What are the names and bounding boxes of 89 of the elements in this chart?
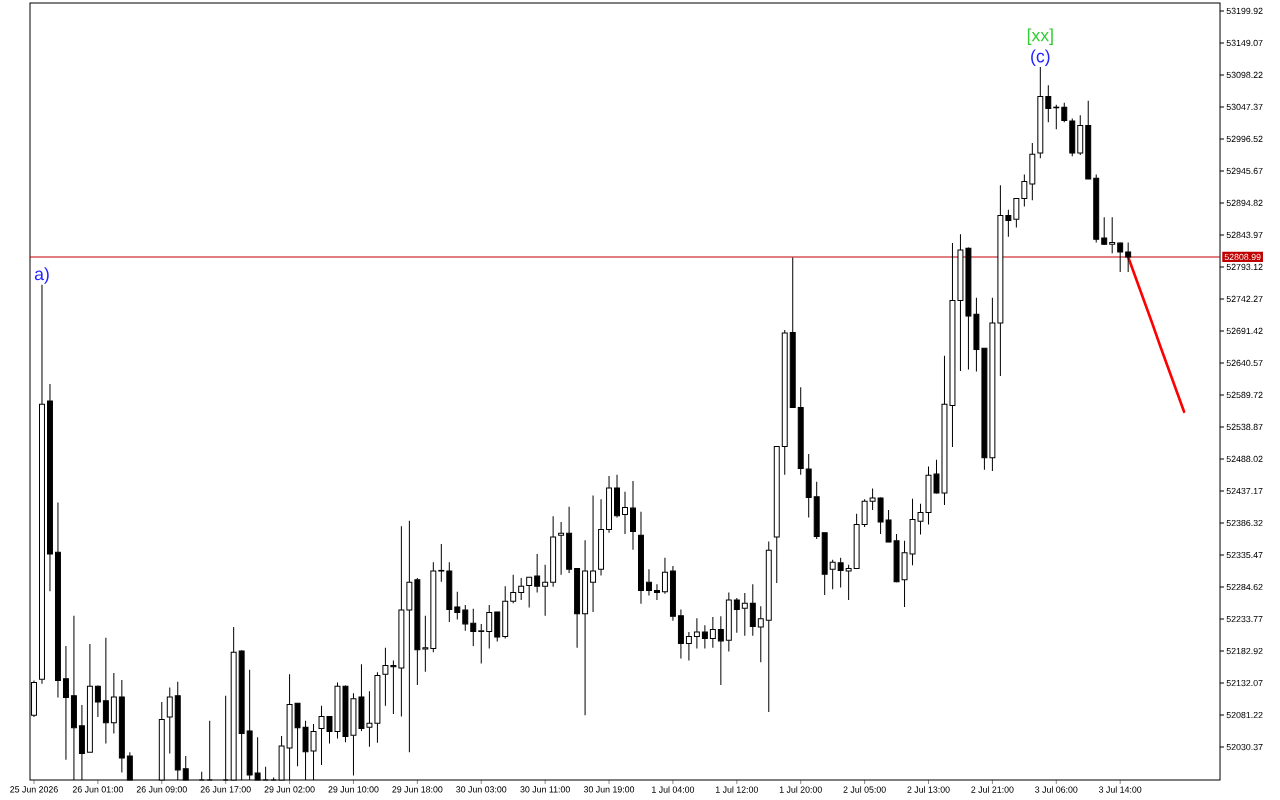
candlestick <box>701 624 708 649</box>
candlestick <box>622 491 628 535</box>
y-tick-label: 52793.12 <box>1226 263 1263 271</box>
candlestick <box>1029 142 1036 201</box>
candlestick <box>677 608 684 660</box>
candlestick <box>550 515 557 588</box>
y-tick-label: 52640.57 <box>1226 359 1263 367</box>
y-tick-label: 52132.07 <box>1226 679 1263 687</box>
candlestick <box>470 608 477 647</box>
x-tick-label: 26 Jun 17:00 <box>200 786 251 793</box>
y-tick-label: 52182.92 <box>1226 647 1263 655</box>
candlestick <box>614 474 620 519</box>
candlestick <box>54 501 61 699</box>
y-tick-label: 52538.87 <box>1226 423 1263 431</box>
x-tick-label: 1 Jul 04:00 <box>652 786 695 793</box>
candlestick <box>646 568 652 597</box>
x-tick-label: 2 Jul 21:00 <box>971 786 1014 793</box>
candlestick <box>1125 241 1132 273</box>
x-tick-label: 29 Jun 18:00 <box>392 786 443 793</box>
candlestick <box>630 480 636 551</box>
x-tick-label: 30 Jun 03:00 <box>456 786 507 793</box>
y-tick-label: 52488.02 <box>1226 455 1263 463</box>
candlestick <box>39 284 45 685</box>
y-tick-label: 52386.32 <box>1226 519 1263 527</box>
y-tick-label: 53098.22 <box>1226 71 1263 79</box>
candlestick <box>757 605 764 663</box>
candlestick <box>590 495 597 613</box>
x-tick-label: 2 Jul 05:00 <box>843 786 886 793</box>
candlestick <box>717 615 724 686</box>
y-tick-label: 53149.07 <box>1226 39 1263 47</box>
y-tick-label: 52589.72 <box>1226 391 1263 399</box>
candlestick <box>749 583 756 637</box>
y-tick-label: 52030.37 <box>1226 743 1263 751</box>
y-tick-label: 52691.42 <box>1226 327 1263 335</box>
x-tick-label: 29 Jun 10:00 <box>328 786 379 793</box>
candlestick <box>741 592 748 637</box>
candlestick <box>653 583 660 601</box>
y-tick-label: 53199.92 <box>1226 7 1263 15</box>
x-tick-label: 1 Jul 12:00 <box>715 786 758 793</box>
x-tick-label: 25 Jun 2026 <box>10 786 58 793</box>
y-tick-label: 52437.17 <box>1226 487 1263 495</box>
x-tick-label: 26 Jun 01:00 <box>72 786 123 793</box>
candlestick <box>558 521 565 576</box>
y-tick-label: 52081.22 <box>1226 711 1263 719</box>
candlestick <box>685 631 692 661</box>
x-tick-label: 3 Jul 14:00 <box>1098 786 1142 793</box>
candlestick <box>110 672 117 734</box>
candlestick <box>709 616 716 649</box>
candlestick <box>46 383 53 592</box>
candlestick <box>454 591 461 620</box>
y-tick-label: 52894.82 <box>1226 199 1263 207</box>
candlestick <box>438 543 445 583</box>
x-tick-label: 30 Jun 19:00 <box>583 786 635 793</box>
x-tick-label: 2 Jul 13:00 <box>907 786 950 793</box>
y-tick-label: 52335.47 <box>1226 551 1263 559</box>
x-tick-label: 29 Jun 02:00 <box>264 786 315 793</box>
candlestick <box>422 615 429 673</box>
candlestick <box>693 617 700 649</box>
candlestick <box>765 540 772 713</box>
y-tick-label: 53047.37 <box>1226 103 1263 111</box>
candlestick <box>598 498 605 576</box>
x-tick-label: 30 Jun 11:00 <box>520 786 570 793</box>
candlestick <box>669 565 676 622</box>
x-tick-label: 3 Jul 06:00 <box>1035 786 1078 793</box>
candlestick <box>1045 84 1052 123</box>
y-tick-label: 52996.52 <box>1226 135 1263 143</box>
candlestick <box>661 557 668 595</box>
y-tick-label: 52843.97 <box>1226 231 1263 239</box>
annotation: a) <box>34 267 49 284</box>
annotation: [xx] <box>1027 28 1053 45</box>
ref-line-label: 52808.99 <box>1224 253 1261 261</box>
y-tick-label: 52284.62 <box>1226 583 1263 591</box>
y-tick-label: 52233.77 <box>1226 615 1263 623</box>
y-tick-label: 52742.27 <box>1226 295 1263 303</box>
x-tick-label: 1 Jul 20:00 <box>779 786 822 793</box>
candlestick <box>638 511 644 605</box>
candlestick <box>542 564 549 617</box>
y-tick-label: 52945.67 <box>1226 167 1263 175</box>
candlestick <box>582 539 589 716</box>
candlestick <box>805 453 812 519</box>
candlestick <box>606 475 613 534</box>
candlestick <box>62 645 69 761</box>
candlestick <box>102 637 109 744</box>
candlestick <box>166 686 173 755</box>
x-tick-label: 26 Jun 09:00 <box>136 786 187 793</box>
candlestick <box>566 506 573 574</box>
candlestick <box>118 679 125 773</box>
annotation: (c) <box>1031 49 1050 66</box>
candlestick <box>797 386 804 476</box>
